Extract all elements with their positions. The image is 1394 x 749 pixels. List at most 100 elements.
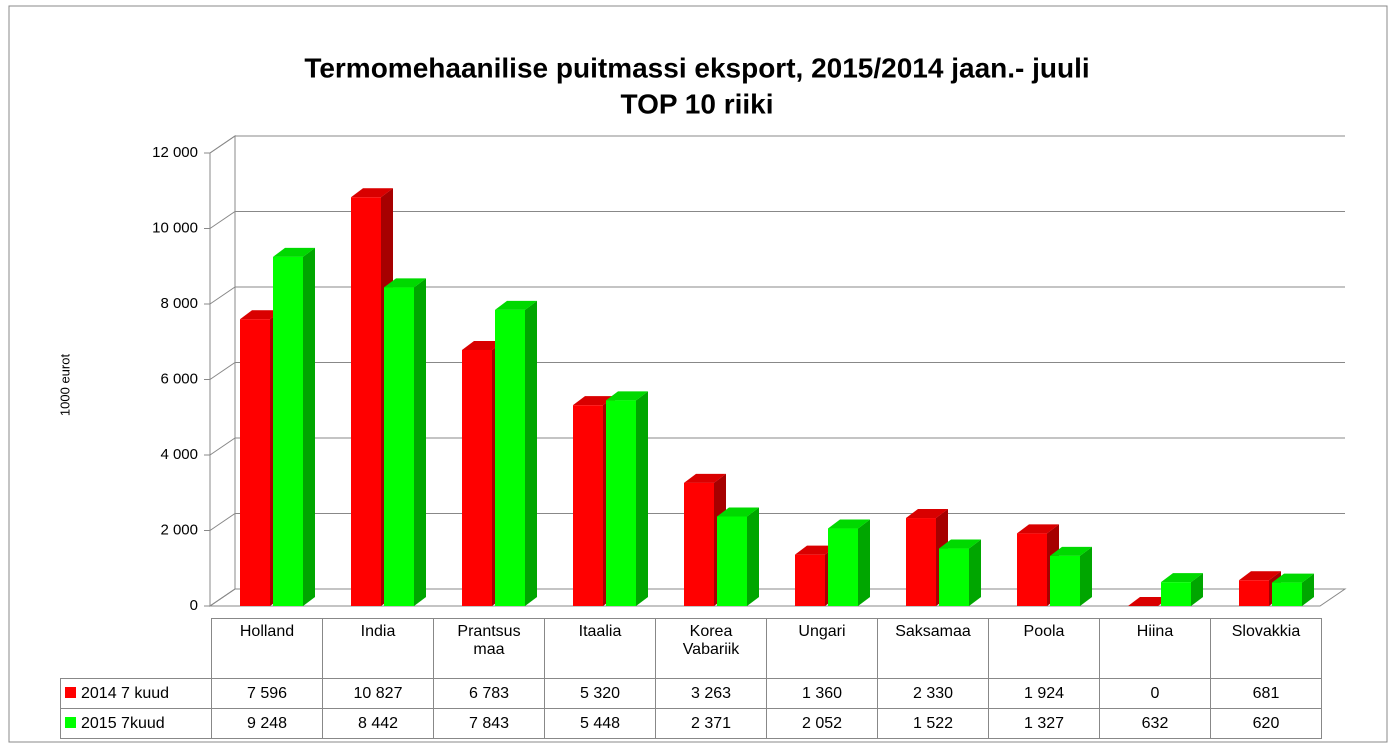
value-label: 0 — [1099, 678, 1211, 709]
bar-front — [717, 516, 747, 606]
bar-top — [939, 539, 981, 549]
bar-top-shade — [1050, 546, 1092, 556]
bar-front — [606, 400, 636, 606]
bar-top-shade — [1161, 573, 1203, 583]
value-label: 7 843 — [433, 708, 545, 739]
bar-top — [240, 310, 282, 320]
y-tick-label: 0 — [190, 597, 198, 614]
x-tick-label: Saksamaa — [895, 623, 971, 640]
bar-top-shade — [462, 340, 504, 350]
bar-top — [684, 473, 726, 483]
x-tick-label: Prantsus maa — [457, 623, 521, 658]
y-tick-label: 6 000 — [160, 370, 198, 387]
value-label: 10 827 — [322, 678, 434, 709]
x-tick-label: Hiina — [1136, 623, 1174, 640]
bar-side — [858, 519, 870, 606]
data-table: Holland India Prantsus maa Itaalia Korea Vab… — [60, 618, 1322, 739]
bar-top — [351, 188, 393, 198]
value-label: 6 783 — [433, 678, 545, 709]
bar-side — [636, 391, 648, 606]
category-cell: Itaalia — [544, 618, 656, 679]
bar-side-shade — [747, 507, 759, 606]
bar-side — [1191, 573, 1203, 606]
bar-top-shade — [351, 188, 393, 198]
legend-entry: 2014 7 kuud — [60, 678, 212, 709]
bar-front — [462, 349, 492, 606]
bar-side — [303, 247, 315, 606]
legend-key — [65, 716, 76, 728]
bar-top-shade — [1017, 524, 1059, 534]
value-label: 8 442 — [322, 708, 434, 739]
y-axis-label: 1000 eurot — [57, 354, 72, 417]
value-label: 632 — [1099, 708, 1211, 739]
bar-front — [384, 287, 414, 606]
category-cell: Poola — [988, 618, 1100, 679]
bar-front — [684, 482, 714, 606]
grid-line — [209, 362, 1345, 380]
bar-front — [273, 256, 303, 606]
bar-front — [939, 548, 969, 606]
corner — [61, 619, 212, 679]
bar — [717, 507, 759, 606]
bar-side-shade — [1080, 546, 1092, 606]
legend-label: 2015 7kuud — [81, 714, 165, 732]
bar-top-shade — [384, 278, 426, 288]
bar-front — [1050, 555, 1080, 606]
series-row: 2015 7kuud 9 248 8 442 7 843 5 448 2 371 2 052… — [60, 708, 1322, 739]
bar-top — [828, 519, 870, 529]
value-label: 681 — [1210, 678, 1322, 709]
x-tick-label: Korea Vabariik — [682, 623, 740, 658]
value-label: 2 371 — [655, 708, 767, 739]
category-cell: Korea Vabariik — [655, 618, 767, 679]
bar — [828, 519, 870, 606]
value-label: 1 360 — [766, 678, 878, 709]
bar-top-shade — [606, 391, 648, 401]
bar — [1161, 573, 1203, 606]
bar — [384, 278, 426, 606]
chart-border — [8, 5, 1388, 743]
bar-top-shade — [573, 396, 615, 406]
y-tick-label: 10 000 — [152, 219, 198, 236]
y-tick-label: 8 000 — [160, 295, 198, 312]
chart-subtitle: TOP 10 riiki — [620, 88, 773, 119]
bar — [495, 300, 537, 606]
category-cell: Prantsus maa — [433, 618, 545, 679]
bar-top-shade — [684, 473, 726, 483]
bar-top-shade — [717, 507, 759, 517]
bar-top — [1239, 571, 1281, 581]
bar-front — [573, 405, 603, 606]
bar-top — [384, 278, 426, 288]
x-tick-label: Slovakkia — [1231, 623, 1301, 640]
bar-top-shade — [240, 310, 282, 320]
legend-label: 2014 7 kuud — [81, 684, 170, 702]
value-label: 5 448 — [544, 708, 656, 739]
grid-line — [209, 437, 1345, 456]
bar-side-shade — [303, 247, 315, 606]
bar-front — [1272, 582, 1302, 606]
x-tick-label: India — [360, 623, 396, 640]
bar-top — [906, 509, 948, 519]
legend-entry: 2015 7kuud — [60, 708, 212, 739]
bar-front — [1239, 580, 1269, 606]
category-row: Holland India Prantsus maa Itaalia Korea Vab… — [61, 618, 1322, 679]
bar-top — [606, 391, 648, 401]
bar-front — [828, 528, 858, 606]
value-label: 1 924 — [988, 678, 1100, 709]
bar-front — [1161, 582, 1191, 606]
bar-top-shade — [1239, 571, 1281, 581]
grid-line — [209, 286, 1345, 305]
value-label: 1 522 — [877, 708, 989, 739]
value-label: 9 248 — [211, 708, 323, 739]
bar — [1050, 546, 1092, 606]
grid-line — [209, 211, 1345, 229]
bar-top-shade — [495, 300, 537, 310]
value-label: 3 263 — [655, 678, 767, 709]
bar-top-shade — [1272, 573, 1314, 583]
bar-top-shade — [906, 509, 948, 519]
bar-top — [1161, 573, 1203, 583]
bar-side — [1080, 546, 1092, 606]
value-label: 1 327 — [988, 708, 1100, 739]
bar-top — [1017, 524, 1059, 534]
bar-side-shade — [636, 391, 648, 606]
category-cell: India — [322, 618, 434, 679]
